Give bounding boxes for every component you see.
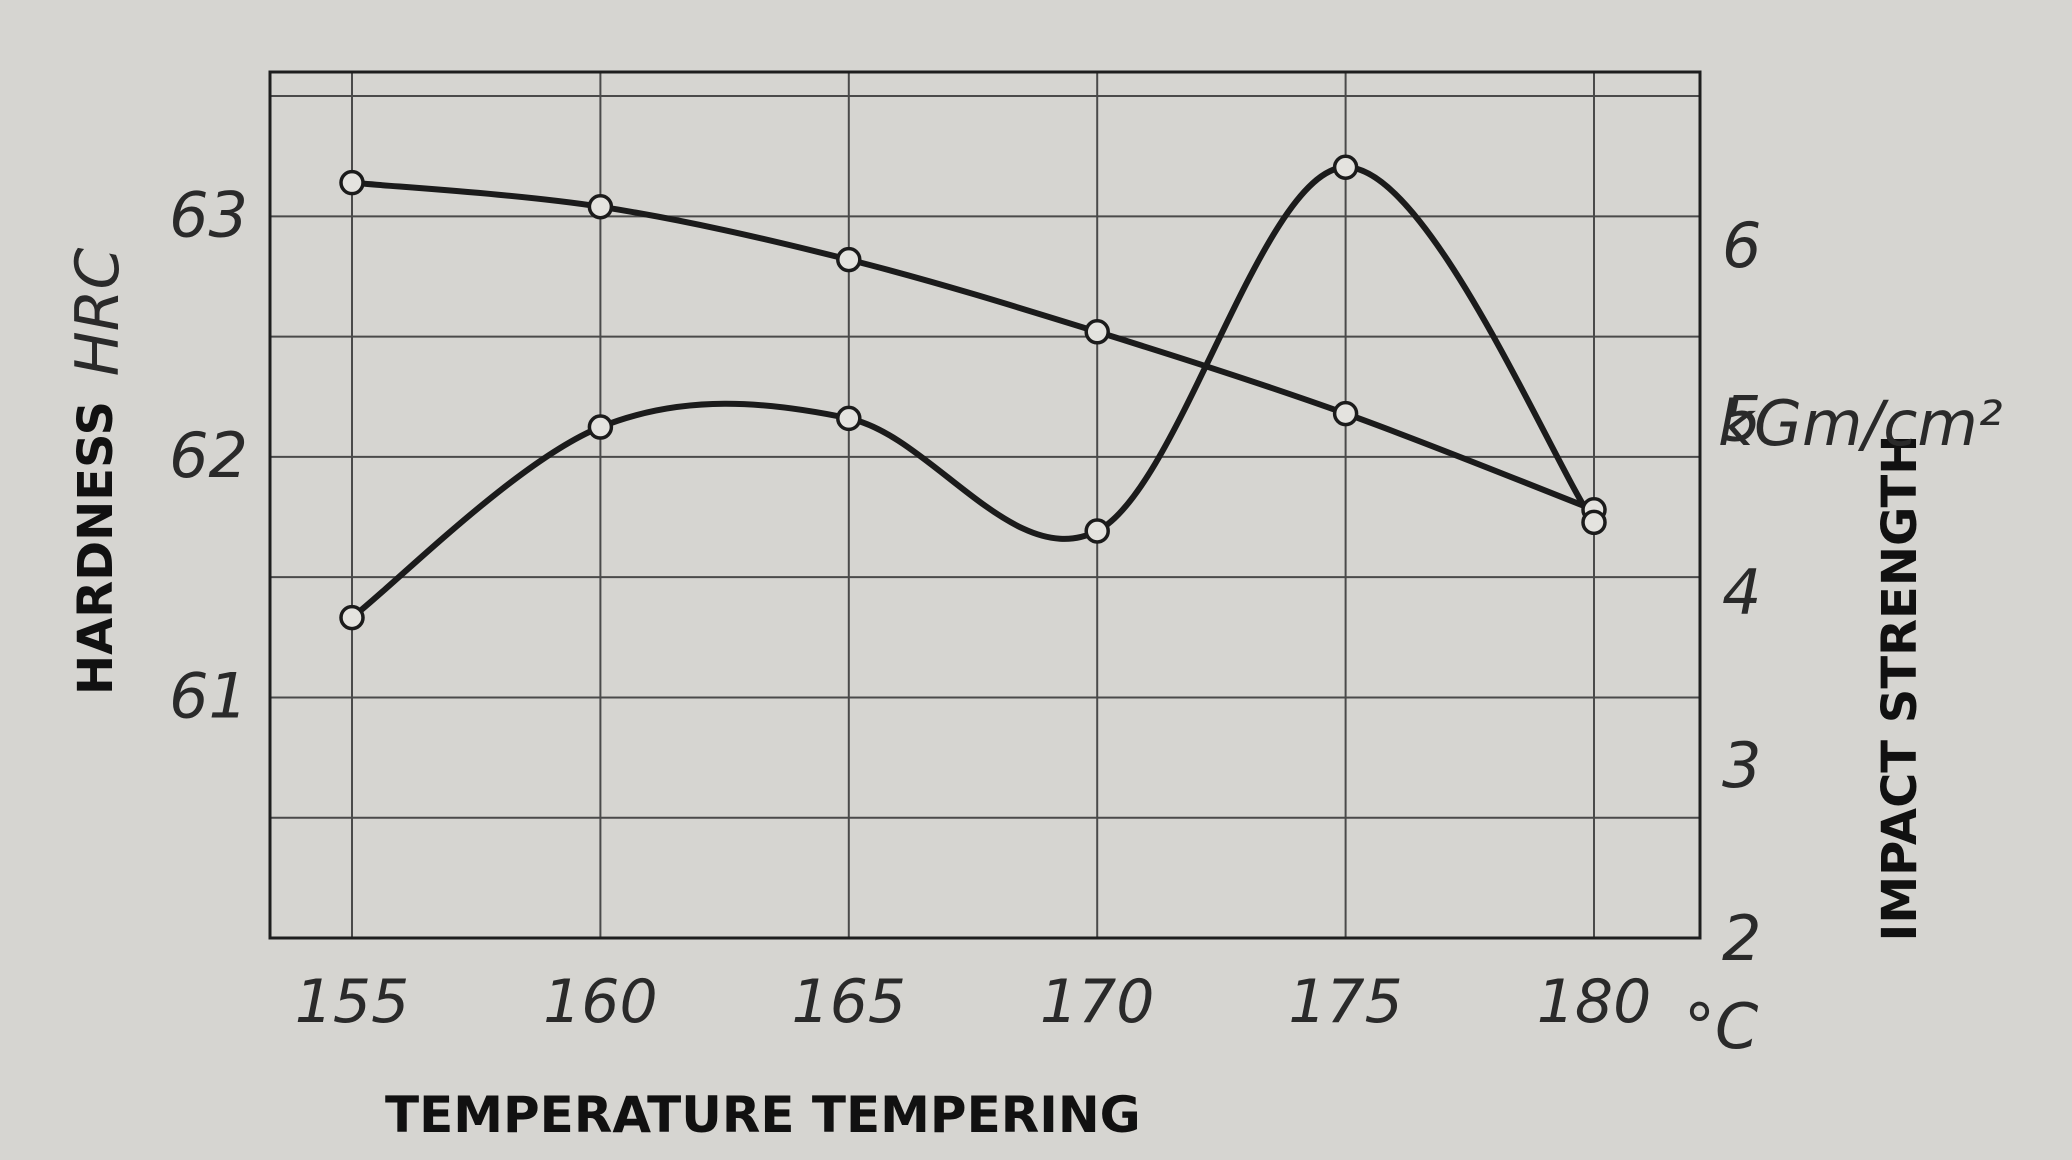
y-right-tick-label: 2 — [1722, 902, 1761, 975]
y-right-tick-label: 5 — [1722, 382, 1761, 455]
x-tick-label: 170 — [1040, 967, 1155, 1037]
data-point-impact-strength — [1084, 518, 1110, 544]
data-point-hardness — [836, 246, 862, 273]
x-tick-label: 165 — [792, 967, 907, 1037]
series-layer — [349, 164, 1597, 621]
y-right-tick-label: 3 — [1722, 729, 1761, 802]
y-left-axis-unit: HRC — [63, 248, 133, 377]
x-tick-label: 180 — [1537, 967, 1652, 1037]
x-axis-unit: °C — [1684, 990, 1759, 1063]
data-point-impact-strength — [836, 405, 862, 432]
x-tick-label: 175 — [1288, 967, 1403, 1037]
data-point-hardness — [587, 193, 614, 220]
data-point-hardness — [1084, 319, 1110, 345]
y-right-axis-unit: kGm/cm² — [1718, 387, 2003, 460]
y-left-tick-label: 62 — [169, 419, 248, 492]
data-point-impact-strength — [339, 604, 365, 631]
y-left-axis-label: HARDNESS — [68, 401, 124, 695]
x-axis-label: TEMPERATURE TEMPERING — [385, 1086, 1141, 1144]
y-right-tick-label: 6 — [1722, 209, 1761, 282]
x-tick-label: 155 — [295, 967, 410, 1037]
series-line-impact-strength — [349, 164, 1597, 621]
points-layer — [339, 154, 1607, 631]
plot-frame — [268, 70, 1702, 940]
y-right-axis-label: IMPACT STRENGTH — [1872, 435, 1928, 942]
y-left-tick-label: 61 — [169, 659, 248, 732]
series-line-hardness — [349, 179, 1597, 513]
data-point-impact-strength — [1581, 509, 1607, 536]
data-point-hardness — [339, 169, 365, 196]
data-point-impact-strength — [1332, 154, 1359, 181]
data-point-hardness — [1332, 400, 1359, 427]
y-left-tick-label: 63 — [169, 178, 248, 251]
data-point-impact-strength — [587, 414, 614, 440]
tick-labels: 155 160 165 170 175 180 61 62 63 2 3 4 5 6 — [169, 178, 1761, 1037]
y-right-tick-label: 4 — [1722, 556, 1761, 629]
x-tick-label: 160 — [543, 967, 658, 1037]
